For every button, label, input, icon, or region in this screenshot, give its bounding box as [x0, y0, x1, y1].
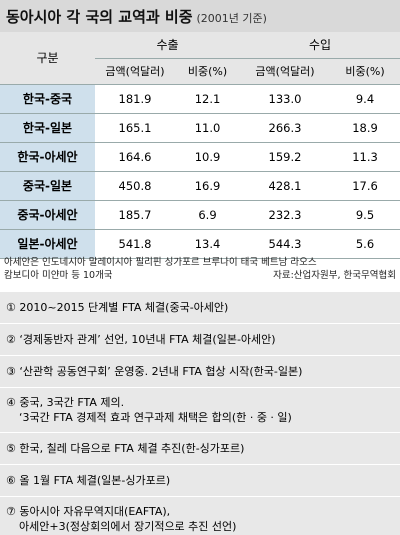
- item-line: ‘3국간 FTA 경제적 효과 연구과제 채택은 합의(한 · 중 · 일): [19, 411, 292, 424]
- header-row: 구분 수출 수입: [0, 32, 400, 85]
- item-line: ② ‘경제동반자 관계’ 선언, 10년내 FTA 체결(일본-아세안): [6, 333, 276, 346]
- cell: 232.3: [240, 200, 330, 230]
- row-label: 한국-아세안: [0, 142, 95, 172]
- subtitle: (2001년 기준): [196, 12, 267, 25]
- cell: 181.9: [95, 84, 175, 114]
- cell: 5.6: [330, 229, 400, 259]
- cell: 165.1: [95, 113, 175, 143]
- notes: 아세안은 인도네시아 말레이시아 필리핀 싱가포르 브루나이 태국 베트남 라오…: [4, 256, 396, 282]
- cell: 544.3: [240, 229, 330, 259]
- item-line: ⑥ 올 1월 FTA 체결(일본-싱가포르): [6, 474, 171, 487]
- cell: 13.4: [175, 229, 240, 259]
- cell: 18.9: [330, 113, 400, 143]
- row-label: 한국-일본: [0, 113, 95, 143]
- column-row: 금액(억달러) 비중(%) 금액(억달러) 비중(%): [0, 58, 400, 85]
- group-header: 수출: [95, 32, 240, 59]
- item-line: ⑦ 동아시아 자유무역지대(EAFTA),: [6, 505, 171, 518]
- title: 동아시아 각 국의 교역과 비중: [6, 8, 193, 26]
- cell: 185.7: [95, 200, 175, 230]
- column-header: 비중(%): [175, 58, 240, 85]
- list-item: ⑤ 한국, 칠레 다음으로 FTA 체결 추진(한-싱가포르): [0, 433, 400, 465]
- list-item: ② ‘경제동반자 관계’ 선언, 10년내 FTA 체결(일본-아세안): [0, 324, 400, 356]
- title-bar: 동아시아 각 국의 교역과 비중 (2001년 기준): [0, 0, 400, 32]
- corner-cell: 구분: [0, 32, 95, 85]
- list-item: ① 2010~2015 단계별 FTA 체결(중국-아세안): [0, 292, 400, 324]
- table-row: 중국-아세안 185.7 6.9 232.3 9.5: [0, 200, 400, 230]
- cell: 541.8: [95, 229, 175, 259]
- list-item: ④ 중국, 3국간 FTA 제의. ‘3국간 FTA 경제적 효과 연구과제 채택…: [0, 388, 400, 433]
- column-header: 금액(억달러): [240, 58, 330, 85]
- row-label: 중국-아세안: [0, 200, 95, 230]
- item-line: ⑤ 한국, 칠레 다음으로 FTA 체결 추진(한-싱가포르): [6, 442, 245, 455]
- note-line: 캄보디아 미얀마 등 10개국: [4, 270, 113, 281]
- cell: 428.1: [240, 171, 330, 201]
- row-label: 한국-중국: [0, 84, 95, 114]
- note-line: 아세안은 인도네시아 말레이시아 필리핀 싱가포르 브루나이 태국 베트남 라오…: [4, 257, 317, 268]
- column-header: 비중(%): [330, 58, 400, 85]
- cell: 164.6: [95, 142, 175, 172]
- cell: 159.2: [240, 142, 330, 172]
- group-header: 수입: [240, 32, 400, 59]
- list-item: ⑥ 올 1월 FTA 체결(일본-싱가포르): [0, 465, 400, 497]
- table-row: 한국-일본 165.1 11.0 266.3 18.9: [0, 113, 400, 143]
- cell: 133.0: [240, 84, 330, 114]
- item-list: ① 2010~2015 단계별 FTA 체결(중국-아세안) ② ‘경제동반자 관…: [0, 292, 400, 535]
- cell: 9.5: [330, 200, 400, 230]
- item-line: ① 2010~2015 단계별 FTA 체결(중국-아세안): [6, 301, 229, 314]
- cell: 6.9: [175, 200, 240, 230]
- row-label: 일본-아세안: [0, 229, 95, 259]
- cell: 12.1: [175, 84, 240, 114]
- table-row: 중국-일본 450.8 16.9 428.1 17.6: [0, 171, 400, 201]
- item-line: 아세안+3(정상회의에서 장기적으로 추진 선언): [19, 520, 237, 533]
- table-row: 한국-아세안 164.6 10.9 159.2 11.3: [0, 142, 400, 172]
- list-item: ⑦ 동아시아 자유무역지대(EAFTA), 아세안+3(정상회의에서 장기적으로 …: [0, 497, 400, 535]
- cell: 266.3: [240, 113, 330, 143]
- cell: 11.0: [175, 113, 240, 143]
- item-line: ④ 중국, 3국간 FTA 제의.: [6, 396, 125, 409]
- cell: 11.3: [330, 142, 400, 172]
- trade-table: 구분 수출 수입 금액(억달러) 비중(%) 금액(억달러) 비중(%) 한국-중국 1…: [0, 32, 400, 259]
- list-item: ③ ‘산관학 공동연구회’ 운영중. 2년내 FTA 협상 시작(한국-일본): [0, 356, 400, 388]
- row-label: 중국-일본: [0, 171, 95, 201]
- cell: 450.8: [95, 171, 175, 201]
- source: 자료:산업자원부, 한국무역협회: [273, 270, 396, 281]
- column-header: 금액(억달러): [95, 58, 175, 85]
- cell: 10.9: [175, 142, 240, 172]
- table-row: 한국-중국 181.9 12.1 133.0 9.4: [0, 84, 400, 114]
- cell: 9.4: [330, 84, 400, 114]
- item-line: ③ ‘산관학 공동연구회’ 운영중. 2년내 FTA 협상 시작(한국-일본): [6, 365, 303, 378]
- table-row: 일본-아세안 541.8 13.4 544.3 5.6: [0, 229, 400, 259]
- cell: 17.6: [330, 171, 400, 201]
- cell: 16.9: [175, 171, 240, 201]
